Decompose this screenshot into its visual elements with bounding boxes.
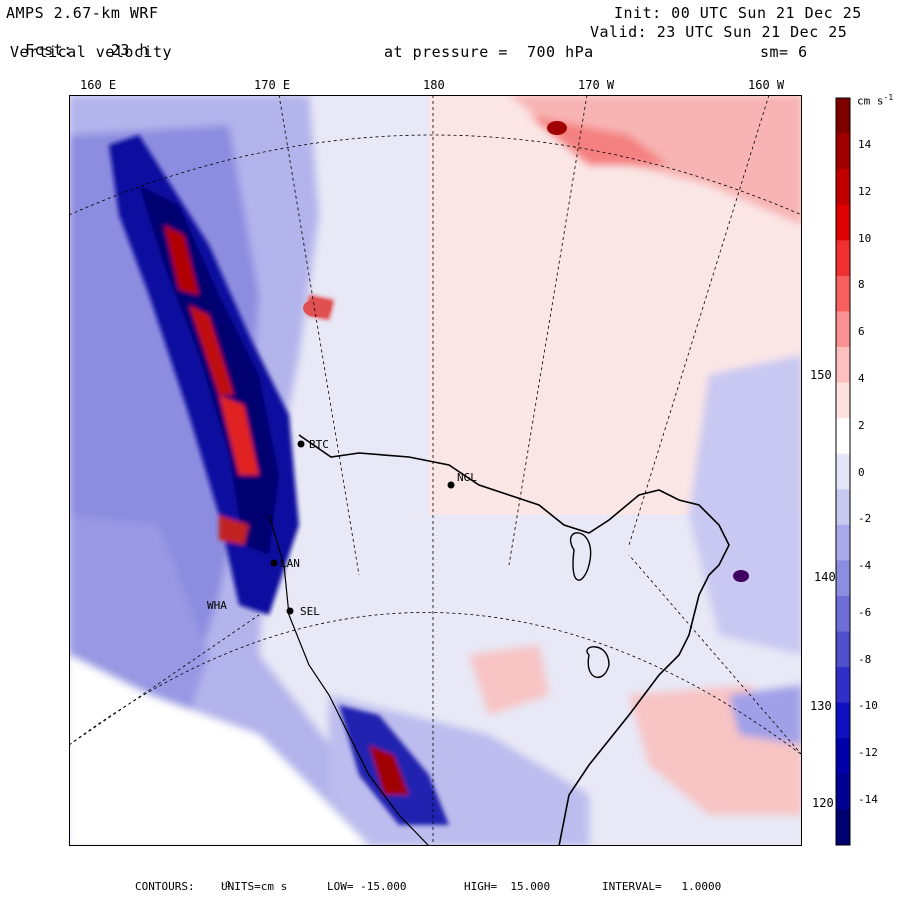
colorbar-tick-label: 4 bbox=[858, 371, 865, 385]
colorbar-tick-label: -2 bbox=[858, 512, 872, 526]
colorbar-swatch bbox=[836, 596, 850, 633]
station-dot-btc bbox=[297, 440, 305, 448]
colorbar-swatch bbox=[836, 524, 850, 561]
map-frame bbox=[69, 95, 802, 846]
pressure-level: at pressure = 700 hPa bbox=[384, 43, 594, 61]
red-blob bbox=[303, 299, 331, 317]
station-ngl: NGL bbox=[457, 471, 477, 484]
footer-contours: CONTOURS: bbox=[135, 880, 195, 893]
colorbar-swatch bbox=[836, 453, 850, 490]
colorbar-tick-label: -14 bbox=[858, 793, 878, 806]
colorbar-tick-label: -12 bbox=[858, 746, 878, 760]
vertical-velocity-map: BTC NGL LAN SEL WHA bbox=[69, 95, 802, 846]
colorbar-tick-label: 8 bbox=[858, 278, 865, 292]
field-name: Vertical velocity bbox=[10, 43, 173, 61]
station-dot-ngl bbox=[447, 481, 455, 489]
colorbar-swatch bbox=[836, 631, 850, 668]
footer-units: UNITS=cm s -1 bbox=[221, 880, 287, 895]
model-title: AMPS 2.67-km WRF bbox=[6, 4, 159, 22]
lon-label-170e: 170 E bbox=[254, 78, 291, 92]
lon-label-170w: 170 W bbox=[578, 78, 615, 92]
colorbar-tick-label: 10 bbox=[858, 231, 872, 245]
island-outline bbox=[569, 532, 592, 581]
init-time: Init: 00 UTC Sun 21 Dec 25 bbox=[614, 4, 862, 22]
colorbar-swatch bbox=[836, 382, 850, 419]
colorbar-tick-label: -8 bbox=[858, 652, 872, 666]
colorbar-frame bbox=[835, 97, 851, 846]
lon-label-160w: 160 W bbox=[748, 78, 785, 92]
colorbar-swatch bbox=[836, 240, 850, 277]
colorbar-units-text: cm s bbox=[857, 94, 884, 108]
colorbar-swatch bbox=[836, 418, 850, 455]
coastline bbox=[298, 434, 730, 846]
station-dot-lan bbox=[270, 559, 278, 567]
footer-interval: INTERVAL= 1.0000 bbox=[602, 880, 722, 893]
colorbar-swatch bbox=[836, 311, 850, 348]
footer-low: LOW= -15.000 bbox=[327, 880, 407, 893]
station-wha: WHA bbox=[207, 599, 227, 612]
station-lan: LAN bbox=[280, 557, 300, 570]
station-dot-sel bbox=[286, 607, 294, 615]
colorbar-tick-label: 6 bbox=[858, 325, 865, 339]
island-outline bbox=[586, 646, 610, 678]
colorbar-units-exp: -1 bbox=[883, 93, 894, 102]
footer-units-text: UNITS=cm s bbox=[221, 880, 288, 893]
colorbar-swatch bbox=[836, 169, 850, 206]
forecast-value: 23 h bbox=[110, 41, 149, 59]
colorbar-swatch bbox=[836, 489, 850, 526]
red-blob bbox=[547, 121, 567, 135]
colorbar-swatch bbox=[836, 98, 850, 135]
lon-label-140w: 140 W bbox=[814, 570, 851, 584]
colorbar-tick-label: 14 bbox=[858, 138, 872, 151]
lon-label-160e: 160 E bbox=[80, 78, 117, 92]
colorbar-swatch bbox=[836, 204, 850, 241]
footer-high: HIGH= 15.000 bbox=[464, 880, 551, 893]
smoothing: sm= 6 bbox=[760, 43, 808, 61]
colorbar-tick-label: -6 bbox=[858, 605, 872, 619]
blue-blob bbox=[733, 570, 749, 582]
forecast-hour: Fcst: 23 h bbox=[6, 23, 149, 59]
mountain-band bbox=[109, 135, 449, 825]
colorbar-swatch bbox=[836, 275, 850, 312]
colorbar-tick-label: 12 bbox=[858, 184, 872, 198]
colorbar-swatch bbox=[836, 809, 850, 846]
colorbar-tick-label: -10 bbox=[858, 699, 878, 713]
forecast-label: Fcst: bbox=[25, 41, 73, 59]
station-markers: BTC NGL LAN SEL WHA bbox=[207, 438, 477, 618]
colorbar-tick-label: 2 bbox=[858, 418, 865, 432]
graticule bbox=[69, 95, 802, 846]
colorbar-units: cm s-1 bbox=[857, 93, 893, 108]
colorbar-swatch bbox=[836, 667, 850, 704]
station-sel: SEL bbox=[300, 605, 320, 618]
lon-label-120w: 120 W bbox=[812, 796, 849, 810]
coast-west bbox=[268, 514, 430, 846]
lon-label-130w: 130 W bbox=[810, 699, 847, 713]
footer-units-exp: -1 bbox=[221, 880, 231, 889]
colorbar-tick-label: -4 bbox=[858, 559, 872, 573]
colorbar-swatch bbox=[836, 133, 850, 170]
colorbar-swatch bbox=[836, 738, 850, 775]
lon-label-150w: 150 W bbox=[810, 368, 847, 382]
lon-label-180: 180 bbox=[423, 78, 445, 92]
station-btc: BTC bbox=[309, 438, 329, 451]
colorbar-tick-label: 0 bbox=[858, 465, 865, 479]
valid-time: Valid: 23 UTC Sun 21 Dec 25 bbox=[590, 23, 848, 41]
